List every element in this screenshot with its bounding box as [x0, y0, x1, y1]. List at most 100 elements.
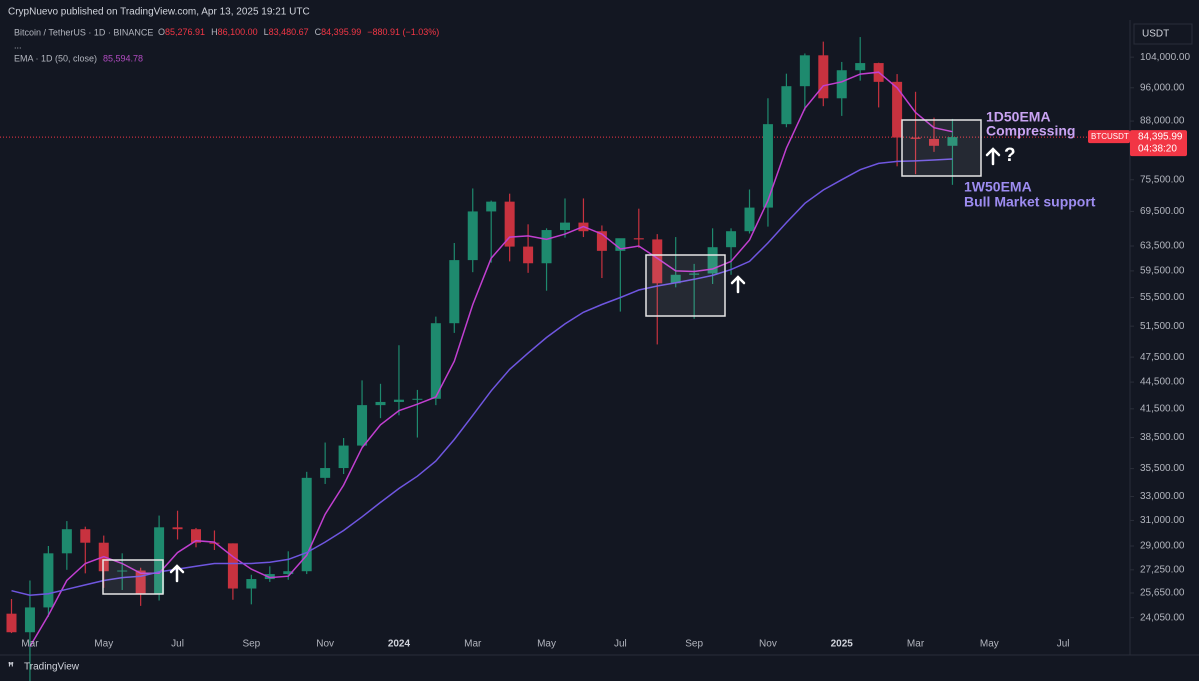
candle-body	[61, 529, 72, 554]
y-tick-label: 38,500.00	[1140, 432, 1185, 443]
change: −880.91 (−1.03%)	[367, 27, 439, 37]
candle-body	[781, 86, 792, 125]
publisher: CrypNuevo published on TradingView.com, …	[8, 7, 310, 18]
box	[901, 119, 982, 177]
indicator-value: 85,594.78	[103, 53, 143, 63]
y-tick-label: 55,500.00	[1140, 292, 1185, 303]
arrow	[730, 275, 746, 294]
annotation: 1W50EMA	[964, 179, 1032, 195]
candle-body	[375, 401, 386, 406]
candle-body	[227, 543, 238, 589]
annotation: Compressing	[986, 123, 1075, 139]
annotation: Bull Market support	[964, 194, 1096, 210]
candle-body	[246, 579, 257, 589]
candle-body	[264, 574, 275, 580]
y-tick-label: 63,500.00	[1140, 241, 1185, 252]
x-tick-label: Mar	[21, 639, 39, 650]
ohlc-key: C	[315, 27, 322, 37]
candle-body	[172, 527, 183, 530]
candle-body	[209, 542, 220, 544]
candle-body	[799, 55, 810, 87]
annotation: 1D50EMA	[986, 109, 1051, 125]
y-tick-label: 24,050.00	[1140, 612, 1185, 623]
x-tick-label: 2024	[388, 639, 411, 650]
y-tick-label: 41,500.00	[1140, 403, 1185, 414]
y-tick-label: 59,500.00	[1140, 266, 1185, 277]
ohlc-value: 84,395.99	[321, 27, 361, 37]
x-tick-label: Jul	[614, 639, 627, 650]
candle-body	[338, 445, 349, 469]
price-tag	[1130, 130, 1187, 157]
ohlc: O85,276.91 H86,100.00 L83,480.67 C84,395.99…	[158, 27, 439, 37]
candle-body	[615, 238, 626, 251]
y-tick-label: 44,500.00	[1140, 377, 1185, 388]
candle-body	[818, 55, 829, 99]
symbol-tag-text: BTCUSDT	[1091, 132, 1129, 141]
candle-body	[523, 246, 534, 264]
x-tick-label: Jul	[1057, 639, 1070, 650]
candle-body	[947, 137, 958, 146]
candle-body	[191, 529, 201, 543]
candle-body	[855, 63, 866, 71]
x-tick-label: May	[537, 639, 556, 650]
symbol: Bitcoin / TetherUS · 1D · BINANCE	[14, 27, 153, 37]
ohlc-value: 86,100.00	[218, 27, 258, 37]
ema-line	[11, 158, 953, 596]
candle-body	[283, 571, 294, 575]
x-tick-label: Jul	[171, 639, 184, 650]
brand: TradingView	[24, 662, 80, 673]
price-tag-text: 84,395.99	[1138, 132, 1183, 143]
x-tick-label: Nov	[759, 639, 777, 650]
y-tick-label: 27,250.00	[1140, 564, 1185, 575]
ema-line	[29, 71, 953, 647]
symbol-tag	[1088, 130, 1130, 144]
ohlc-value: 85,276.91	[165, 27, 205, 37]
candle-body	[707, 247, 718, 274]
arrow	[985, 147, 1001, 166]
currency[interactable]: USDT	[1142, 29, 1169, 40]
candle-body	[892, 81, 903, 138]
y-tick-label: 33,000.00	[1140, 491, 1185, 502]
currency-box[interactable]	[1133, 23, 1193, 45]
candle-body	[504, 201, 515, 247]
x-tick-label: May	[94, 639, 113, 650]
y-tick-label: 47,500.00	[1140, 352, 1185, 363]
arrow	[169, 564, 185, 583]
candle-body	[320, 468, 331, 478]
candle-body	[929, 138, 939, 146]
candle-body	[541, 230, 552, 264]
candle-body	[670, 274, 681, 284]
candle-body	[80, 529, 91, 543]
candle-body	[301, 477, 312, 572]
candle-body	[24, 607, 35, 633]
candle-body	[910, 137, 921, 139]
candle-body	[430, 323, 441, 399]
y-tick-label: 51,500.00	[1140, 321, 1185, 332]
ohlc-key: H	[211, 27, 218, 37]
candle-body	[652, 239, 663, 284]
y-tick-label: 75,500.00	[1140, 174, 1185, 185]
y-tick-label: 96,000.00	[1140, 82, 1185, 93]
y-tick-label: 31,000.00	[1140, 515, 1185, 526]
candle-body	[6, 613, 17, 633]
candle-body	[633, 238, 644, 240]
x-tick-label: Sep	[685, 639, 703, 650]
candle-body	[357, 405, 368, 446]
ohlc-key: O	[158, 27, 165, 37]
candle-body	[726, 231, 737, 248]
candle-body	[689, 273, 700, 275]
candle-body	[117, 570, 128, 572]
arrows	[169, 147, 1001, 583]
countdown: 04:38:20	[1138, 144, 1177, 155]
x-tick-label: Mar	[464, 639, 482, 650]
candle-body	[762, 124, 773, 208]
logo: ꟸ	[8, 662, 14, 673]
indicator: EMA · 1D (50, close)	[14, 53, 97, 63]
y-tick-label: 69,500.00	[1140, 206, 1185, 217]
annotations	[102, 119, 982, 595]
candle-body	[43, 553, 54, 608]
y-tick-label: 35,500.00	[1140, 463, 1185, 474]
x-tick-label: Sep	[242, 639, 260, 650]
